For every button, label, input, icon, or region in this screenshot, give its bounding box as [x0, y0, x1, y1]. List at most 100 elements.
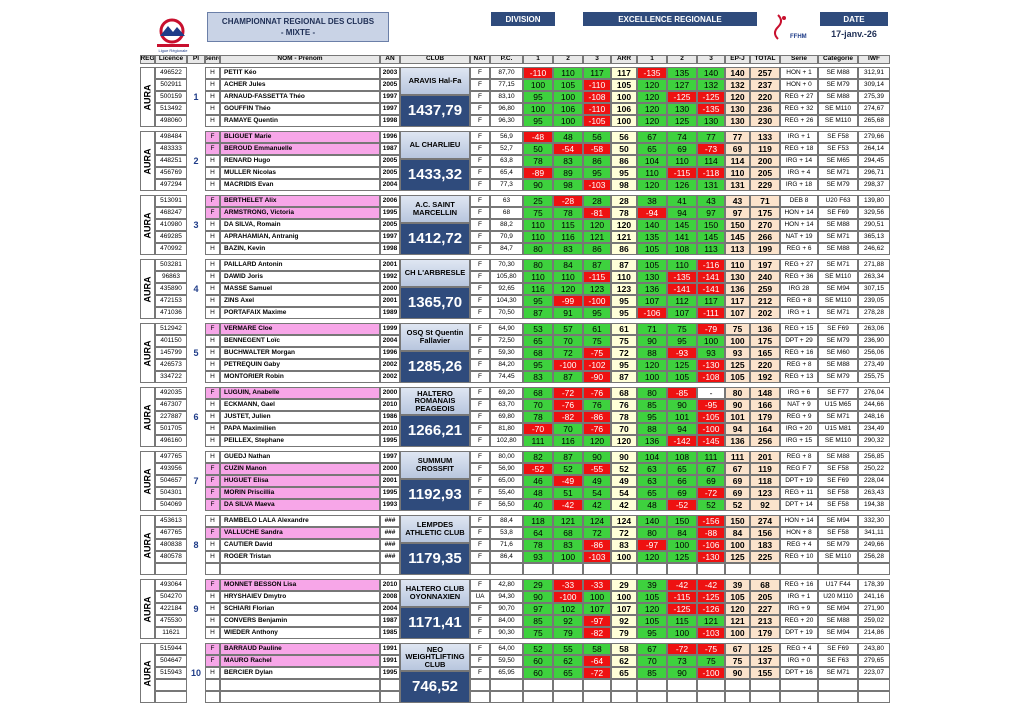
genre: F — [205, 463, 220, 475]
iwf: 271,90 — [858, 603, 890, 615]
serie: REG + 13 — [780, 371, 818, 383]
year: 2003 — [380, 67, 400, 79]
team-score: 1192,93 — [400, 478, 470, 511]
serie: IRG + 15 — [780, 435, 818, 447]
place: 4 — [193, 283, 199, 294]
genre: H — [205, 667, 220, 679]
total: 199 — [750, 243, 780, 255]
year: ### — [380, 551, 400, 563]
bodyweight: 71,6 — [490, 539, 523, 551]
reg: AURA — [140, 451, 155, 511]
genre: H — [205, 91, 220, 103]
bodyweight: 105,80 — [490, 271, 523, 283]
serie: IRG + 9 — [780, 603, 818, 615]
genre: H — [205, 551, 220, 563]
empty-cell — [858, 691, 890, 703]
genre: H — [205, 335, 220, 347]
empty-cell — [750, 691, 780, 703]
total: 229 — [750, 179, 780, 191]
empty-cell — [490, 691, 523, 703]
category: SE M71 — [818, 259, 858, 271]
cj-1: 63 — [637, 475, 667, 487]
snatch-2: 110 — [553, 271, 583, 283]
total: 92 — [750, 499, 780, 511]
year: 1991 — [380, 655, 400, 667]
cj-3: -95 — [697, 399, 725, 411]
total: 175 — [750, 207, 780, 219]
iwf: 223,07 — [858, 667, 890, 679]
cj-3: -72 — [697, 487, 725, 499]
genre: H — [205, 515, 220, 527]
genre: F — [205, 131, 220, 143]
snatch-3: 90 — [583, 451, 611, 463]
snatch-2: 83 — [553, 539, 583, 551]
empty-cell — [858, 679, 890, 691]
genre: H — [205, 359, 220, 371]
genre: H — [205, 283, 220, 295]
iwf: 194,38 — [858, 499, 890, 511]
cj-2: 66 — [667, 475, 697, 487]
bodyweight: 90,30 — [490, 627, 523, 639]
cj-best: 94 — [725, 423, 750, 435]
licence: 502911 — [155, 79, 187, 91]
category: SE M88 — [818, 615, 858, 627]
snatch-1: -89 — [523, 167, 553, 179]
cj-1: 38 — [637, 195, 667, 207]
snatch-1: 95 — [523, 115, 553, 127]
cj-1: 67 — [637, 643, 667, 655]
bodyweight: 68 — [490, 207, 523, 219]
category: SE M79 — [818, 371, 858, 383]
bodyweight: 81,80 — [490, 423, 523, 435]
cj-1: 140 — [637, 515, 667, 527]
nat: F — [470, 167, 490, 179]
category: SE M110 — [818, 551, 858, 563]
cj-2: -72 — [667, 643, 697, 655]
name: BERTHELET Alix — [220, 195, 380, 207]
snatch-best: 79 — [611, 627, 637, 639]
snatch-2: 100 — [553, 551, 583, 563]
snatch-2: 78 — [553, 207, 583, 219]
column-header: CLUB — [400, 55, 470, 64]
category: SE M94 — [818, 283, 858, 295]
snatch-3: 120 — [583, 435, 611, 447]
bodyweight: 65,4 — [490, 167, 523, 179]
nat: F — [470, 67, 490, 79]
snatch-3: -33 — [583, 579, 611, 591]
club: OSQ St Quentin Fallavier — [400, 323, 470, 351]
snatch-2: -54 — [553, 143, 583, 155]
total: 202 — [750, 307, 780, 319]
iwf: 256,06 — [858, 347, 890, 359]
category: SE F69 — [818, 475, 858, 487]
name: GOUFFIN Théo — [220, 103, 380, 115]
cj-best: 130 — [725, 271, 750, 283]
nat: F — [470, 259, 490, 271]
snatch-3: 120 — [583, 219, 611, 231]
cj-best: 130 — [725, 103, 750, 115]
cj-3: -100 — [697, 667, 725, 679]
club: LEMPDES ATHLETIC CLUB — [400, 515, 470, 543]
year: 1989 — [380, 307, 400, 319]
category: U20 M110 — [818, 591, 858, 603]
cj-2: -142 — [667, 435, 697, 447]
cj-2: 73 — [667, 655, 697, 667]
bodyweight: 72,50 — [490, 335, 523, 347]
cj-2: 101 — [667, 411, 697, 423]
genre: H — [205, 371, 220, 383]
snatch-3: 56 — [583, 131, 611, 143]
empty-cell — [523, 691, 553, 703]
name: LUGUIN, Anabelle — [220, 387, 380, 399]
empty-cell — [205, 691, 220, 703]
snatch-2: 120 — [553, 283, 583, 295]
cj-3: 132 — [697, 79, 725, 91]
snatch-2: -100 — [553, 591, 583, 603]
team-score: 1365,70 — [400, 286, 470, 319]
snatch-best: 62 — [611, 655, 637, 667]
licence: 501705 — [155, 423, 187, 435]
cj-1: 136 — [637, 435, 667, 447]
reg-text: AURA — [142, 148, 152, 174]
snatch-2: -28 — [553, 195, 583, 207]
year: 1997 — [380, 91, 400, 103]
genre: H — [205, 399, 220, 411]
serie: IRG 28 — [780, 283, 818, 295]
column-header: P.C. — [490, 55, 523, 64]
